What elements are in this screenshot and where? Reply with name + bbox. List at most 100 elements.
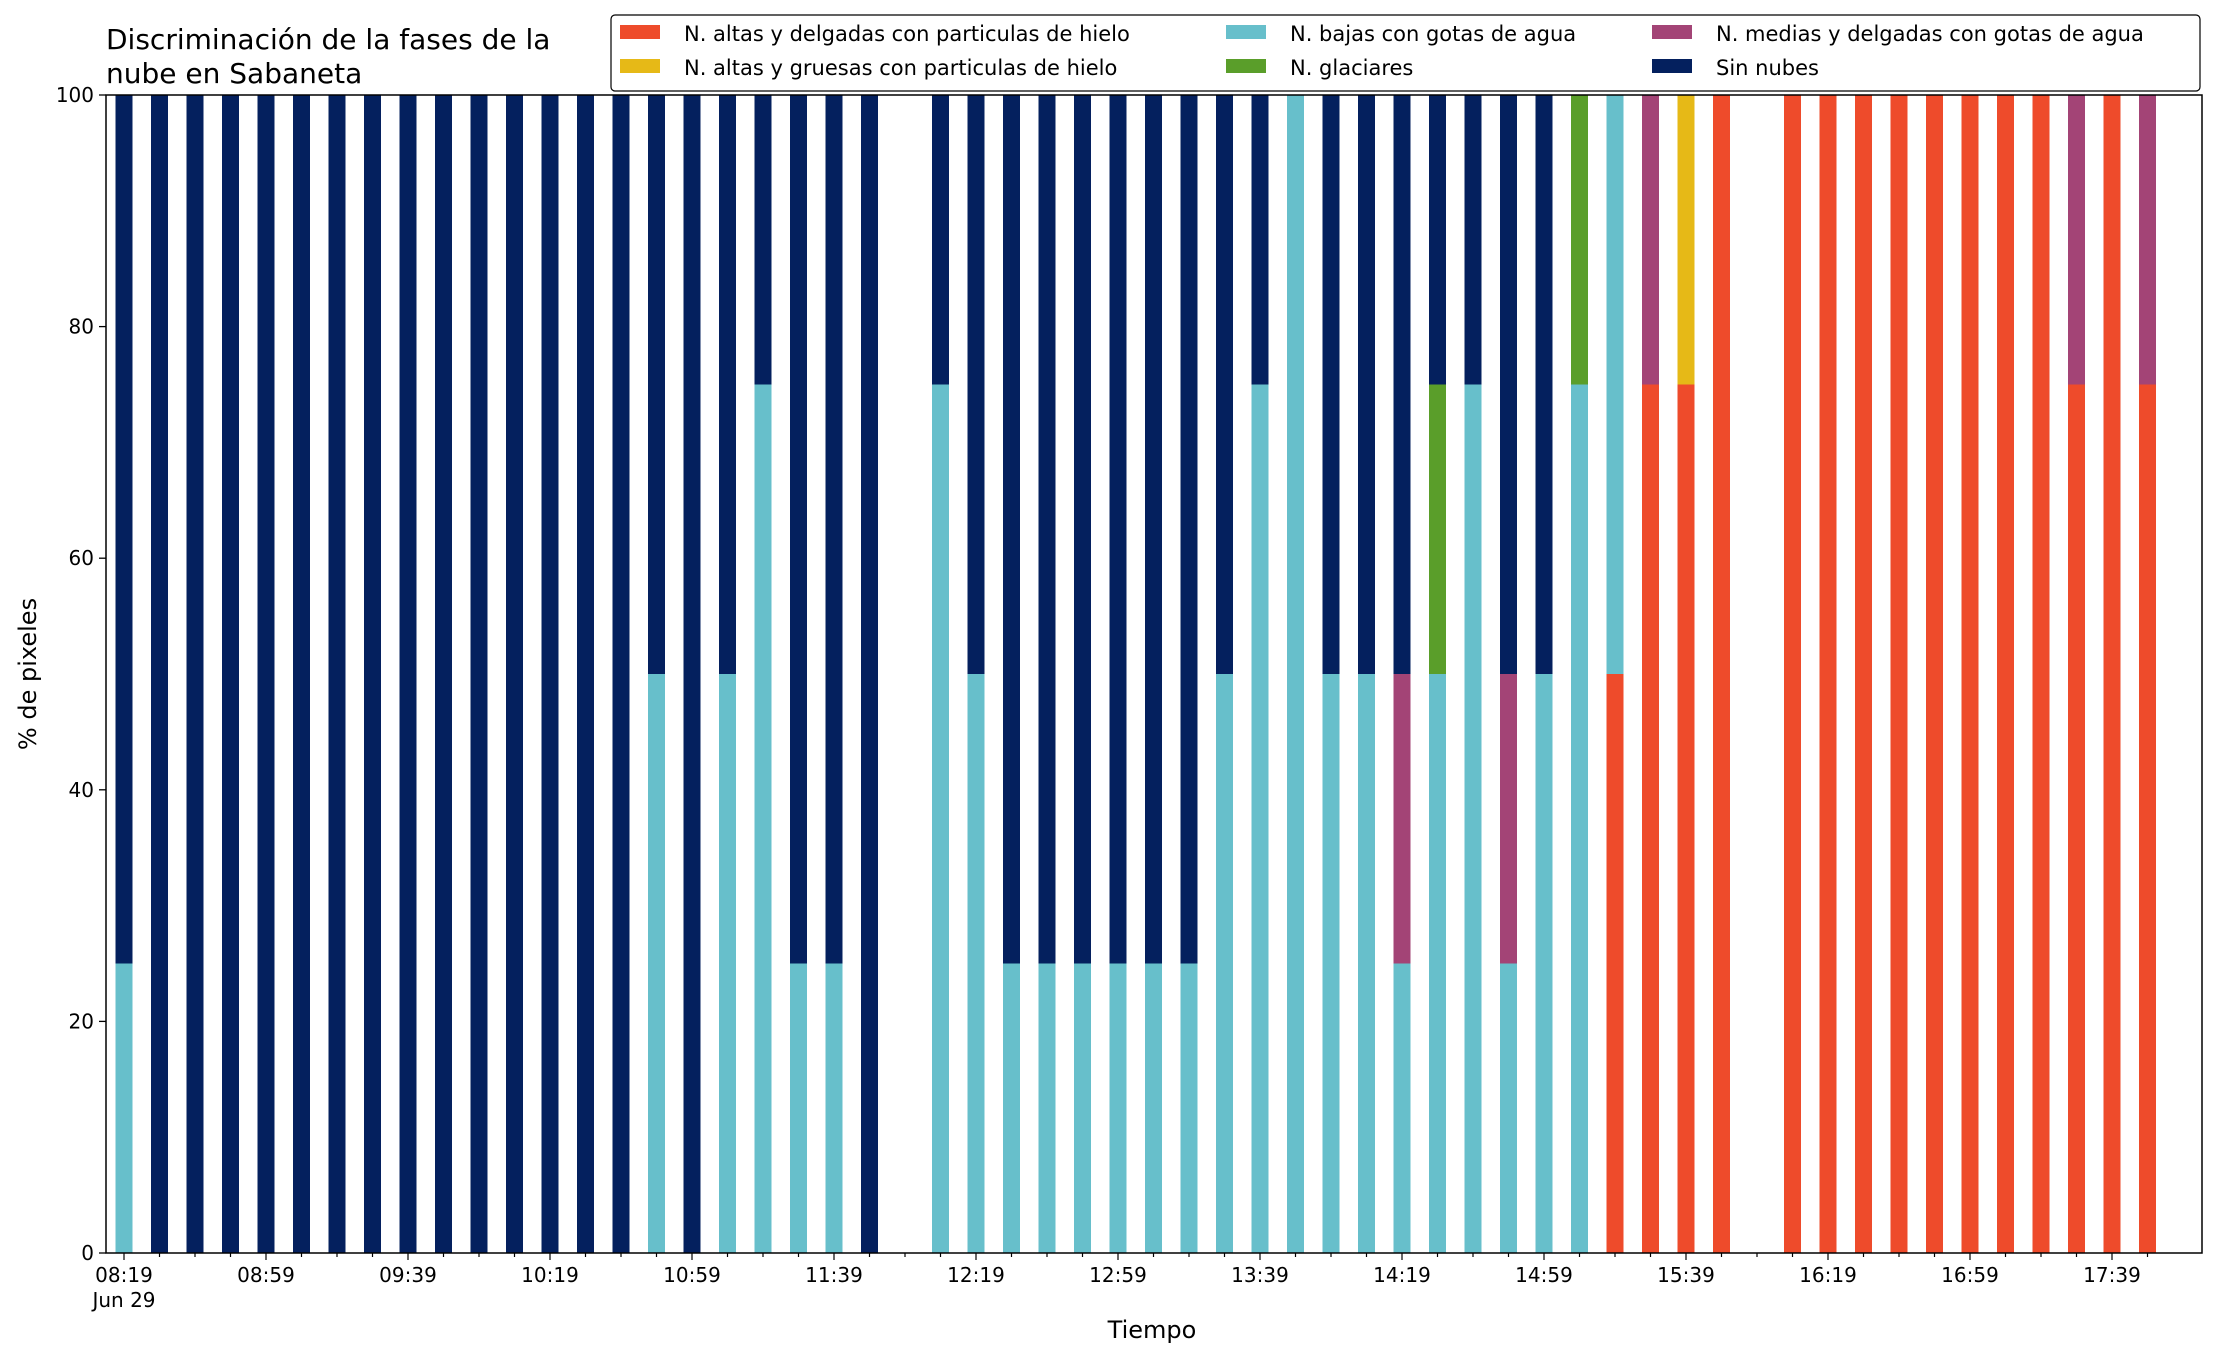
- bar-sin_nubes-4: [257, 95, 275, 1253]
- bar-sin_nubes-18: [754, 95, 772, 385]
- bar-sin_nubes-9: [435, 95, 452, 1253]
- bar-bajas-17: [719, 674, 736, 1253]
- bar-bajas-18: [754, 384, 772, 1253]
- y-axis-title: % de pixeles: [14, 598, 42, 750]
- bar-altas_delgadas-56: [2103, 95, 2121, 1253]
- x-tick-label-32: 13:39: [1231, 1263, 1289, 1287]
- bar-sin_nubes-30: [1180, 95, 1198, 964]
- bar-sin_nubes-37: [1429, 95, 1446, 385]
- x-tick-label-0: 08:19: [95, 1263, 153, 1287]
- bar-sin_nubes-12: [541, 95, 559, 1253]
- chart-title-line-2: nube en Sabaneta: [106, 57, 362, 90]
- bar-bajas-32: [1251, 384, 1269, 1253]
- bar-bajas-31: [1216, 674, 1233, 1253]
- bar-sin_nubes-17: [719, 95, 736, 674]
- bar-altas_delgadas-42: [1606, 674, 1624, 1253]
- bar-medias-57: [2139, 95, 2156, 385]
- bar-bajas-27: [1074, 963, 1091, 1253]
- y-tick-label-60: 60: [69, 546, 94, 570]
- bar-glaciares-37: [1429, 384, 1446, 674]
- bar-sin_nubes-10: [470, 95, 488, 1253]
- bar-altas_delgadas-48: [1819, 95, 1837, 1253]
- legend-label-glaciares: N. glaciares: [1290, 56, 1413, 80]
- x-tick-label-56: 17:39: [2083, 1263, 2141, 1287]
- bar-sin_nubes-20: [825, 95, 843, 964]
- legend-label-medias: N. medias y delgadas con gotas de agua: [1716, 22, 2144, 46]
- bar-bajas-41: [1571, 384, 1588, 1253]
- bar-altas_delgadas-55: [2068, 384, 2085, 1253]
- bar-sin_nubes-16: [683, 95, 701, 1253]
- y-tick-label-80: 80: [69, 315, 94, 339]
- x-tick-label-48: 16:19: [1799, 1263, 1857, 1287]
- bar-altas_delgadas-54: [2032, 95, 2050, 1253]
- bar-sin_nubes-28: [1109, 95, 1127, 964]
- x-tick-label-28: 12:59: [1089, 1263, 1147, 1287]
- legend-swatch-altas_delgadas: [620, 25, 660, 39]
- x-tick-label-4: 08:59: [237, 1263, 295, 1287]
- x-tick-label-12: 10:19: [521, 1263, 579, 1287]
- bar-sin_nubes-11: [506, 95, 523, 1253]
- x-axis-title: Tiempo: [1107, 1316, 1197, 1344]
- legend-frame: [610, 14, 2201, 92]
- bar-altas_delgadas-45: [1713, 95, 1730, 1253]
- bar-bajas-19: [790, 963, 807, 1253]
- bar-bajas-39: [1500, 963, 1517, 1253]
- bar-altas_delgadas-51: [1926, 95, 1943, 1253]
- bar-sin_nubes-27: [1074, 95, 1091, 964]
- bar-medias-36: [1393, 674, 1411, 964]
- chart-title-line-1: Discriminación de la fases de la: [106, 23, 550, 56]
- bar-bajas-33: [1287, 95, 1304, 1253]
- legend-label-sin_nubes: Sin nubes: [1716, 56, 1819, 80]
- bar-sin_nubes-29: [1145, 95, 1162, 964]
- y-tick-label-100: 100: [56, 83, 94, 107]
- bar-sin_nubes-1: [151, 95, 168, 1253]
- bar-bajas-0: [115, 963, 133, 1253]
- bar-bajas-40: [1535, 674, 1553, 1253]
- legend-label-altas_delgadas: N. altas y delgadas con particulas de hi…: [684, 22, 1130, 46]
- legend-swatch-altas_gruesas: [620, 59, 660, 73]
- bar-altas_delgadas-50: [1890, 95, 1908, 1253]
- bar-altas_delgadas-52: [1961, 95, 1979, 1253]
- bar-sin_nubes-21: [861, 95, 878, 1253]
- bar-sin_nubes-8: [399, 95, 417, 1253]
- legend-label-altas_gruesas: N. altas y gruesas con particulas de hie…: [684, 56, 1117, 80]
- bar-altas_delgadas-44: [1677, 384, 1695, 1253]
- bar-bajas-30: [1180, 963, 1198, 1253]
- x-tick-sublabel-0: Jun 29: [90, 1288, 155, 1312]
- bar-bajas-24: [967, 674, 985, 1253]
- bar-bajas-20: [825, 963, 843, 1253]
- legend-swatch-bajas: [1226, 25, 1266, 39]
- legend-swatch-glaciares: [1226, 59, 1266, 73]
- bar-sin_nubes-31: [1216, 95, 1233, 674]
- x-tick-label-40: 14:59: [1515, 1263, 1573, 1287]
- bar-altas_delgadas-53: [1997, 95, 2014, 1253]
- x-tick-label-20: 11:39: [805, 1263, 863, 1287]
- bar-sin_nubes-24: [967, 95, 985, 674]
- bar-sin_nubes-38: [1464, 95, 1482, 385]
- bar-sin_nubes-40: [1535, 95, 1553, 674]
- legend: N. altas y delgadas con particulas de hi…: [610, 14, 2201, 92]
- bar-sin_nubes-36: [1393, 95, 1411, 674]
- bar-medias-55: [2068, 95, 2085, 385]
- bar-altas_delgadas-43: [1642, 384, 1659, 1253]
- bar-sin_nubes-23: [932, 95, 949, 385]
- bar-sin_nubes-3: [222, 95, 239, 1253]
- bar-bajas-35: [1358, 674, 1375, 1253]
- bar-bajas-34: [1322, 674, 1340, 1253]
- bar-bajas-15: [648, 674, 665, 1253]
- bar-sin_nubes-5: [293, 95, 310, 1253]
- y-tick-label-40: 40: [69, 778, 94, 802]
- bar-sin_nubes-15: [648, 95, 665, 674]
- bar-sin_nubes-25: [1003, 95, 1020, 964]
- x-tick-label-44: 15:39: [1657, 1263, 1715, 1287]
- bar-sin_nubes-14: [612, 95, 630, 1253]
- bar-sin_nubes-19: [790, 95, 807, 964]
- x-tick-label-52: 16:59: [1941, 1263, 1999, 1287]
- bar-bajas-29: [1145, 963, 1162, 1253]
- x-tick-label-24: 12:19: [947, 1263, 1005, 1287]
- legend-swatch-medias: [1652, 25, 1692, 39]
- legend-label-bajas: N. bajas con gotas de agua: [1290, 22, 1576, 46]
- bar-bajas-26: [1038, 963, 1056, 1253]
- bar-sin_nubes-34: [1322, 95, 1340, 674]
